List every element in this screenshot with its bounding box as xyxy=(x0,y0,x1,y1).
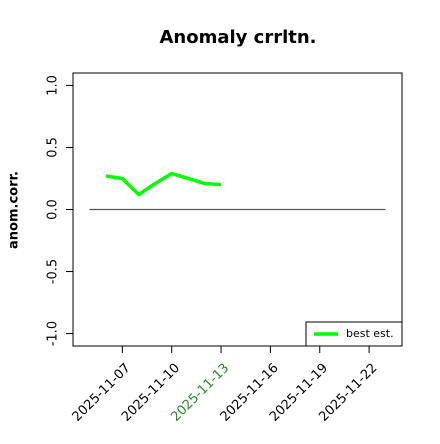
y-tick-label: -1.0 xyxy=(46,321,61,346)
data-line xyxy=(105,171,222,197)
y-axis-label: anom.corr. xyxy=(7,171,22,249)
y-tick-label: 1.0 xyxy=(46,75,61,96)
chart-title: Anomaly crrltn. xyxy=(159,27,316,48)
legend-label: best est. xyxy=(346,327,394,340)
y-tick-label: 0.5 xyxy=(46,137,61,158)
y-tick-label: -0.5 xyxy=(46,259,61,284)
y-tick-label: 0.0 xyxy=(46,199,61,220)
